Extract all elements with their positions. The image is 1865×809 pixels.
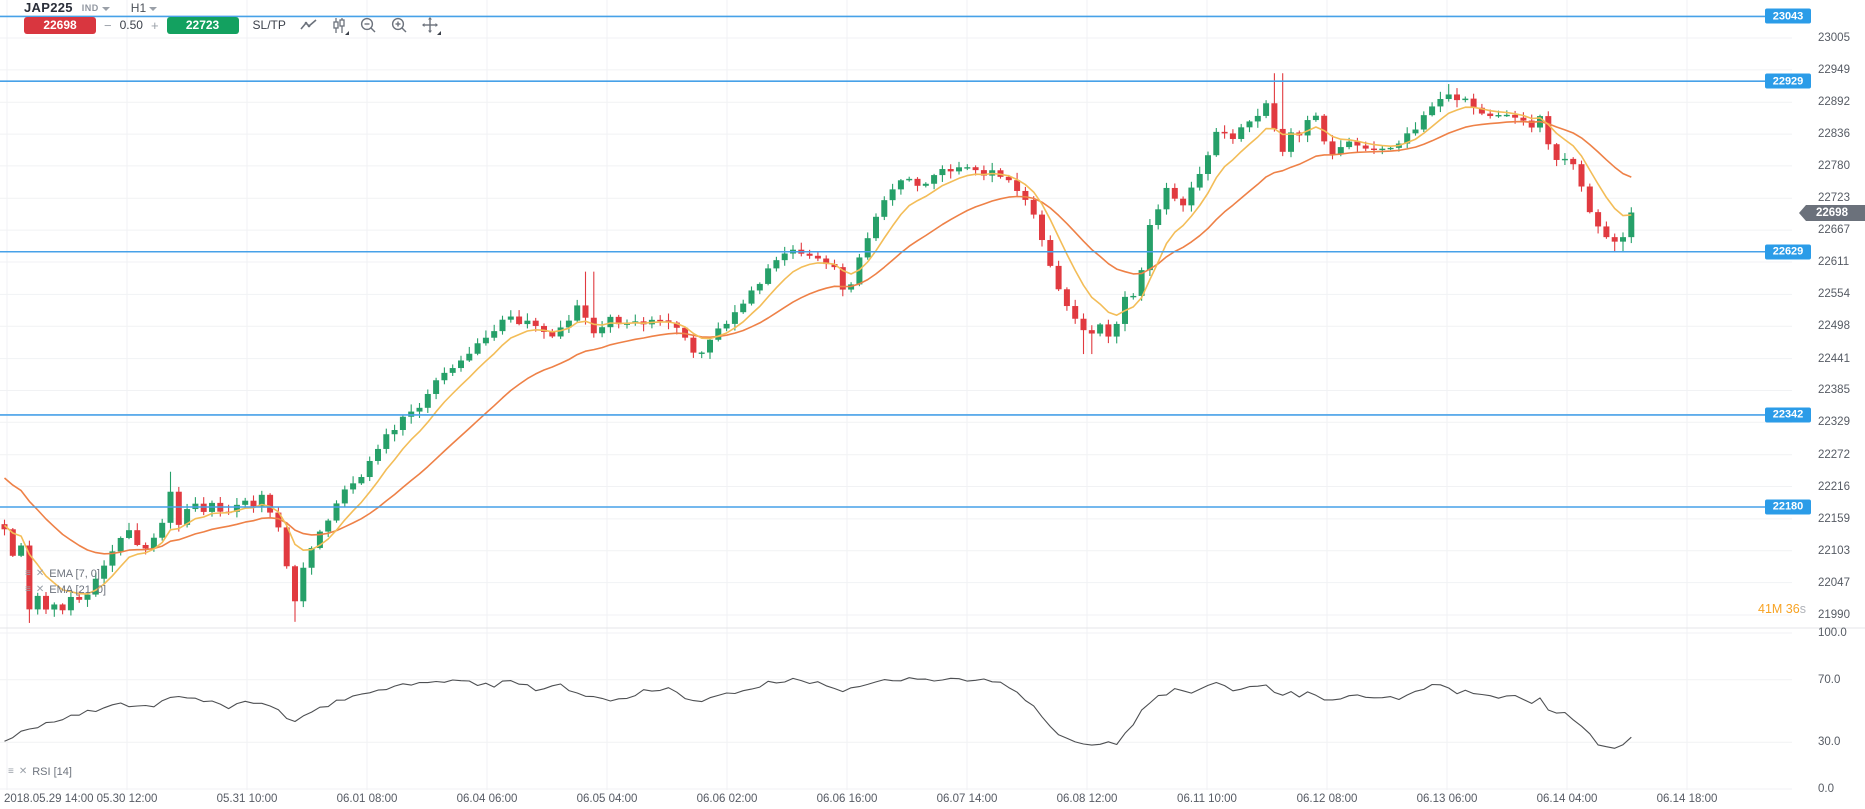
- legend-close-icon[interactable]: ✕: [35, 568, 45, 579]
- time-axis-label: 2018.05.29 14:00: [4, 793, 94, 805]
- countdown-value: 41M 36: [1758, 602, 1800, 616]
- alert-price-tag[interactable]: 22929: [1765, 73, 1811, 89]
- price-axis-label: 22836: [1818, 128, 1850, 141]
- alert-level-lines[interactable]: [0, 15, 1778, 508]
- legend-menu-icon[interactable]: ≡: [25, 568, 31, 579]
- trade-bar: 22698 − 0.50 + 22723 SL/TP: [24, 16, 441, 35]
- symbol-header: JAP225 IND H1: [24, 0, 158, 15]
- price-axis-label: 22047: [1818, 576, 1850, 589]
- price-axis-label: 22611: [1818, 255, 1850, 268]
- rsi-axis-label: 0.0: [1818, 783, 1834, 795]
- price-axis-label: 22554: [1818, 288, 1850, 301]
- price-axis-label: 22723: [1818, 192, 1850, 205]
- countdown-suffix: s: [1799, 602, 1806, 616]
- rsi-legend: ≡ ✕ RSI [14]: [8, 766, 72, 778]
- timeframe-label: H1: [130, 0, 147, 15]
- ema-7-line: [3, 106, 1632, 595]
- zoom-in-icon[interactable]: [391, 17, 408, 34]
- time-axis-label: 05.30 12:00: [96, 793, 158, 805]
- grid-lines: [0, 0, 1865, 790]
- ema-fast-legend: ≡ ✕ EMA [7, 0]: [25, 568, 100, 580]
- candlestick-series: [1, 73, 1635, 623]
- dropdown-corner-icon: [344, 30, 349, 35]
- time-axis-label: 06.08 12:00: [1056, 793, 1118, 805]
- category-dropdown[interactable]: IND: [80, 3, 110, 13]
- alert-price-tag[interactable]: 22180: [1765, 499, 1811, 515]
- price-axis-label: 22949: [1818, 63, 1850, 76]
- move-crosshair-icon[interactable]: [421, 17, 441, 35]
- time-axis-label: 06.07 14:00: [936, 793, 998, 805]
- zoom-out-icon[interactable]: [360, 17, 377, 34]
- chevron-down-icon: [149, 6, 158, 11]
- time-axis-label: 06.01 08:00: [336, 793, 398, 805]
- time-axis-label: 06.05 04:00: [576, 793, 638, 805]
- time-axis-label: 06.04 06:00: [456, 793, 518, 805]
- legend-close-icon[interactable]: ✕: [35, 584, 45, 595]
- chevron-down-icon: [101, 6, 110, 11]
- spread-minus-button[interactable]: −: [104, 17, 112, 33]
- rsi-label: RSI [14]: [32, 766, 72, 778]
- time-axis-label: 06.06 16:00: [816, 793, 878, 805]
- trend-line-icon[interactable]: [300, 18, 318, 32]
- price-axis-label: 22385: [1818, 384, 1850, 397]
- current-price-tag: 22698: [1799, 204, 1865, 221]
- price-tag-arrow: [1799, 204, 1806, 221]
- timeframe-dropdown[interactable]: H1: [117, 0, 158, 15]
- time-axis-label: 05.31 10:00: [216, 793, 278, 805]
- alert-price-tag[interactable]: 23043: [1765, 8, 1811, 24]
- time-axis-label: 06.14 18:00: [1656, 793, 1718, 805]
- price-axis-label: 22329: [1818, 416, 1850, 429]
- sltp-button[interactable]: SL/TP: [252, 18, 286, 32]
- dropdown-corner-icon: [436, 31, 441, 35]
- price-axis-label: 22780: [1818, 159, 1850, 172]
- ema-slow-label: EMA [21, 0]: [49, 584, 107, 596]
- ema-slow-legend: ≡ ✕ EMA [21, 0]: [25, 584, 106, 596]
- spread-value: 0.50: [119, 18, 143, 32]
- rsi-axis-label: 100.0: [1818, 627, 1847, 639]
- price-axis-label: 21990: [1818, 609, 1850, 621]
- sell-button[interactable]: 22698: [24, 16, 96, 34]
- price-axis-label: 22103: [1818, 544, 1850, 557]
- legend-menu-icon[interactable]: ≡: [8, 766, 14, 777]
- price-axis-label: 23005: [1818, 32, 1850, 44]
- spread-plus-button[interactable]: +: [150, 17, 159, 33]
- price-axis-label: 22216: [1818, 480, 1850, 493]
- candle-countdown: 41M 36s: [1758, 602, 1806, 616]
- buy-button[interactable]: 22723: [166, 16, 239, 34]
- ema-21-line: [3, 120, 1632, 555]
- time-axis-label: 06.06 02:00: [696, 793, 758, 805]
- symbol-name: JAP225: [24, 0, 73, 15]
- price-axis-label: 22498: [1818, 320, 1850, 333]
- alert-price-tag[interactable]: 22342: [1765, 407, 1811, 423]
- price-axis-label: 22892: [1818, 96, 1850, 109]
- time-axis-label: 06.12 08:00: [1296, 793, 1358, 805]
- time-axis-label: 06.11 10:00: [1177, 793, 1237, 805]
- time-axis-label: 06.14 04:00: [1536, 793, 1598, 805]
- rsi-line: [4, 677, 1632, 749]
- rsi-axis-label: 70.0: [1818, 673, 1841, 686]
- price-axis-label: 22441: [1818, 352, 1850, 365]
- price-axis-label: 22667: [1818, 224, 1850, 237]
- time-axis-label: 06.13 06:00: [1416, 793, 1478, 805]
- ema-fast-label: EMA [7, 0]: [49, 568, 100, 580]
- category-label: IND: [81, 2, 99, 13]
- chart-style-icon[interactable]: [332, 17, 349, 35]
- legend-menu-icon[interactable]: ≡: [25, 584, 31, 595]
- rsi-axis-label: 30.0: [1818, 736, 1841, 749]
- price-axis-label: 22272: [1818, 448, 1850, 461]
- price-axis-label: 22159: [1818, 512, 1850, 525]
- legend-close-icon[interactable]: ✕: [18, 766, 28, 777]
- alert-price-tag[interactable]: 22629: [1765, 244, 1811, 260]
